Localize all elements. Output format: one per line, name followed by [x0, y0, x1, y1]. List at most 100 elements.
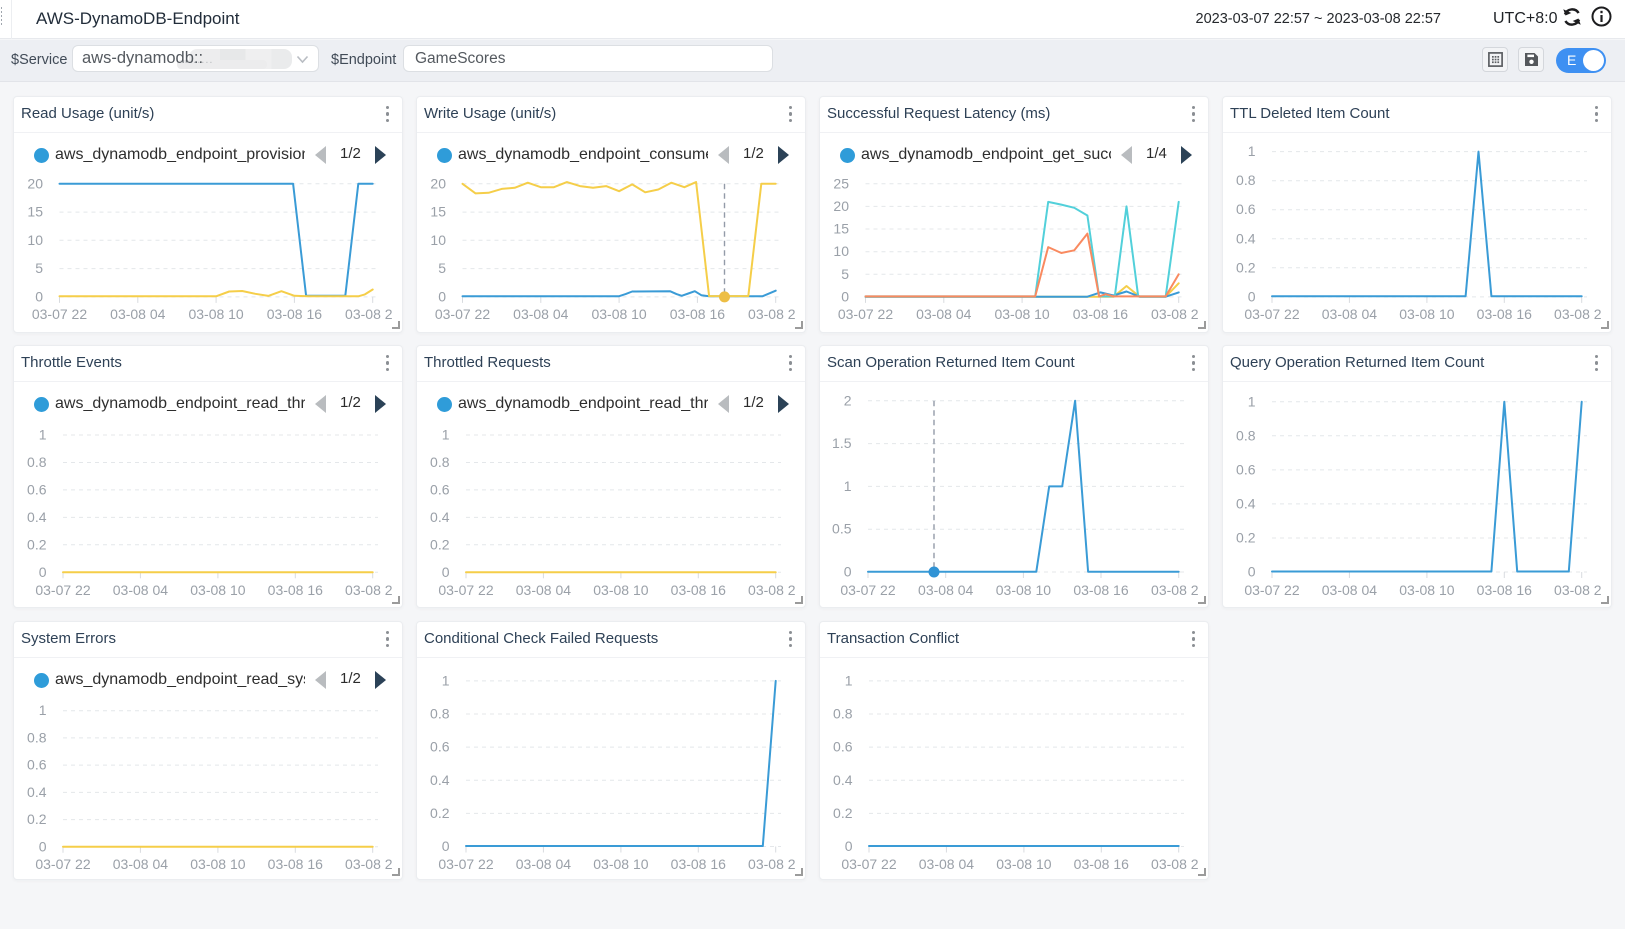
svg-text:0.2: 0.2: [27, 811, 47, 827]
svg-text:03-08 10: 03-08 10: [190, 582, 245, 598]
svg-text:15: 15: [27, 204, 43, 220]
svg-text:5: 5: [841, 266, 849, 282]
svg-text:0.6: 0.6: [27, 757, 47, 773]
svg-text:03-08 22: 03-08 22: [345, 856, 392, 872]
svg-text:03-07 22: 03-07 22: [1244, 306, 1299, 322]
svg-text:0: 0: [845, 838, 853, 854]
svg-text:03-08 16: 03-08 16: [268, 856, 323, 872]
svg-text:1.5: 1.5: [832, 435, 852, 451]
svg-text:0.8: 0.8: [833, 706, 853, 722]
svg-text:03-08 22: 03-08 22: [748, 856, 795, 872]
svg-text:03-08 16: 03-08 16: [1073, 306, 1128, 322]
svg-text:0.2: 0.2: [430, 805, 450, 821]
svg-text:03-07 22: 03-07 22: [840, 582, 895, 598]
svg-text:03-08 16: 03-08 16: [267, 306, 322, 322]
svg-text:0.2: 0.2: [833, 805, 853, 821]
svg-text:03-08 10: 03-08 10: [994, 306, 1049, 322]
svg-text:03-08 10: 03-08 10: [996, 582, 1051, 598]
svg-text:03-08 10: 03-08 10: [591, 306, 646, 322]
svg-text:03-08 16: 03-08 16: [671, 856, 726, 872]
svg-text:03-08 22: 03-08 22: [748, 582, 795, 598]
svg-text:03-08 22: 03-08 22: [1554, 582, 1601, 598]
svg-text:03-08 04: 03-08 04: [113, 856, 168, 872]
svg-text:0.8: 0.8: [430, 706, 450, 722]
svg-text:0.8: 0.8: [1236, 427, 1256, 443]
svg-text:03-08 10: 03-08 10: [593, 582, 648, 598]
svg-text:0.4: 0.4: [833, 772, 853, 788]
svg-text:0.4: 0.4: [430, 772, 450, 788]
svg-text:0: 0: [844, 564, 852, 580]
svg-text:0: 0: [1248, 564, 1256, 580]
svg-text:03-08 10: 03-08 10: [190, 856, 245, 872]
svg-text:1: 1: [1248, 143, 1256, 159]
svg-text:25: 25: [833, 175, 849, 191]
svg-text:20: 20: [833, 198, 849, 214]
svg-text:0.2: 0.2: [1236, 530, 1256, 546]
svg-text:0.4: 0.4: [27, 509, 47, 525]
svg-text:0.4: 0.4: [1236, 230, 1256, 246]
svg-text:0: 0: [442, 564, 450, 580]
svg-text:03-08 22: 03-08 22: [1554, 306, 1601, 322]
svg-text:10: 10: [27, 232, 43, 248]
svg-text:0.2: 0.2: [27, 536, 47, 552]
svg-text:0.6: 0.6: [1236, 201, 1256, 217]
svg-text:0.5: 0.5: [832, 521, 852, 537]
svg-text:03-08 16: 03-08 16: [1074, 856, 1129, 872]
svg-text:0: 0: [438, 288, 446, 304]
svg-text:03-07 22: 03-07 22: [841, 856, 896, 872]
svg-text:10: 10: [833, 243, 849, 259]
svg-text:0: 0: [1248, 288, 1256, 304]
svg-text:0.6: 0.6: [430, 481, 450, 497]
svg-text:20: 20: [27, 175, 43, 191]
svg-text:15: 15: [430, 204, 446, 220]
svg-text:03-08 22: 03-08 22: [345, 306, 392, 322]
svg-text:5: 5: [35, 260, 43, 276]
svg-text:2: 2: [844, 392, 852, 408]
svg-text:03-08 22: 03-08 22: [1151, 306, 1198, 322]
svg-text:03-07 22: 03-07 22: [438, 582, 493, 598]
svg-text:03-08 22: 03-08 22: [748, 306, 795, 322]
svg-text:0: 0: [39, 564, 47, 580]
svg-text:10: 10: [430, 232, 446, 248]
svg-text:0.8: 0.8: [1236, 172, 1256, 188]
svg-text:0.2: 0.2: [430, 536, 450, 552]
svg-text:1: 1: [442, 427, 450, 443]
svg-text:0.8: 0.8: [27, 454, 47, 470]
svg-text:15: 15: [833, 221, 849, 237]
svg-text:03-08 04: 03-08 04: [919, 856, 974, 872]
svg-text:1: 1: [39, 702, 47, 718]
svg-text:0.8: 0.8: [27, 729, 47, 745]
svg-text:0.8: 0.8: [430, 454, 450, 470]
svg-text:03-08 04: 03-08 04: [513, 306, 568, 322]
svg-text:03-08 04: 03-08 04: [916, 306, 971, 322]
svg-text:03-08 04: 03-08 04: [918, 582, 973, 598]
svg-text:0.6: 0.6: [1236, 461, 1256, 477]
svg-text:0.4: 0.4: [430, 509, 450, 525]
svg-text:03-08 04: 03-08 04: [113, 582, 168, 598]
svg-text:0.2: 0.2: [1236, 259, 1256, 275]
svg-text:03-08 16: 03-08 16: [1477, 582, 1532, 598]
svg-text:03-07 22: 03-07 22: [1244, 582, 1299, 598]
svg-text:0.6: 0.6: [833, 739, 853, 755]
svg-text:03-08 04: 03-08 04: [516, 582, 571, 598]
svg-text:1: 1: [845, 672, 853, 688]
svg-text:0: 0: [35, 288, 43, 304]
svg-text:0: 0: [442, 838, 450, 854]
svg-text:03-08 22: 03-08 22: [1151, 582, 1198, 598]
svg-text:03-08 10: 03-08 10: [1399, 306, 1454, 322]
svg-text:1: 1: [39, 427, 47, 443]
svg-text:03-07 22: 03-07 22: [35, 582, 90, 598]
svg-text:03-08 04: 03-08 04: [110, 306, 165, 322]
svg-text:03-07 22: 03-07 22: [35, 856, 90, 872]
svg-text:0.4: 0.4: [27, 784, 47, 800]
svg-text:03-08 10: 03-08 10: [188, 306, 243, 322]
svg-text:03-08 16: 03-08 16: [1477, 306, 1532, 322]
svg-text:03-08 16: 03-08 16: [671, 582, 726, 598]
svg-text:0.6: 0.6: [430, 739, 450, 755]
svg-text:03-08 16: 03-08 16: [670, 306, 725, 322]
svg-text:03-08 10: 03-08 10: [996, 856, 1051, 872]
svg-text:03-08 04: 03-08 04: [516, 856, 571, 872]
svg-text:03-08 10: 03-08 10: [593, 856, 648, 872]
svg-text:20: 20: [430, 175, 446, 191]
svg-text:0: 0: [841, 288, 849, 304]
